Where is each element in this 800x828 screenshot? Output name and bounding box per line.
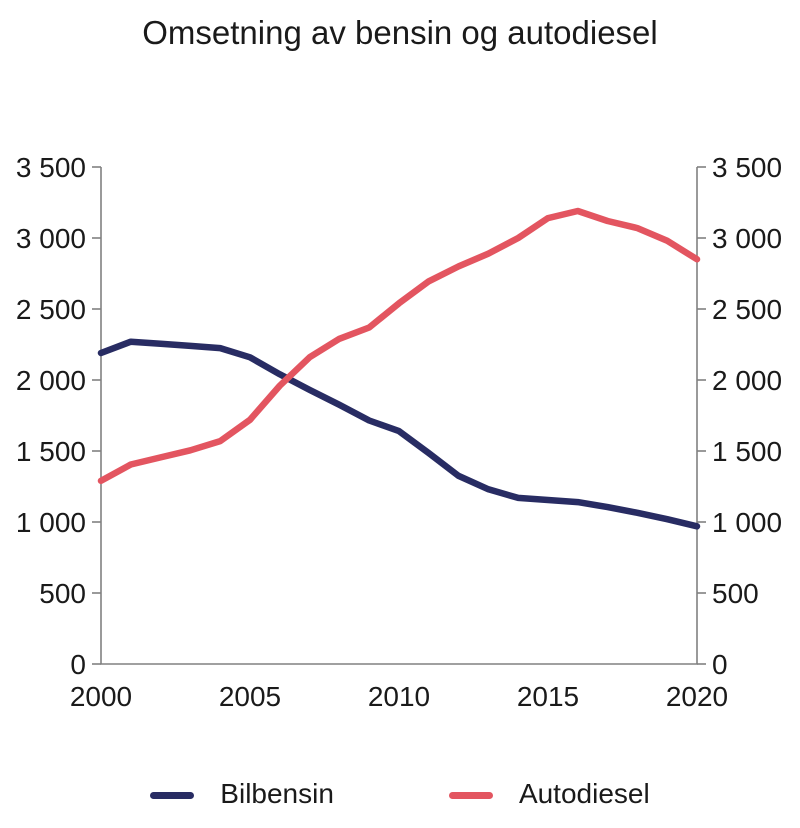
series-line-autodiesel	[97, 207, 701, 485]
y-tick-label-right: 2 000	[712, 365, 782, 396]
legend-label-autodiesel: Autodiesel	[518, 778, 650, 809]
x-tick-label: 2020	[666, 681, 728, 712]
y-tick-label-right: 0	[712, 649, 728, 680]
y-tick-label-left: 3 500	[16, 152, 86, 183]
legend-item-autodiesel: Autodiesel	[448, 778, 650, 810]
legend-label-bilbensin: Bilbensin	[220, 778, 334, 809]
y-tick-label-right: 3 000	[712, 223, 782, 254]
legend: Bilbensin Autodiesel	[0, 780, 800, 810]
y-tick-label-left: 500	[39, 578, 86, 609]
y-tick-label-left: 2 000	[16, 365, 86, 396]
y-tick-label-right: 1 500	[712, 436, 782, 467]
x-tick-label: 2015	[517, 681, 579, 712]
y-tick-label-left: 0	[70, 649, 86, 680]
y-tick-label-right: 1 000	[712, 507, 782, 538]
x-tick-label: 2010	[368, 681, 430, 712]
legend-item-bilbensin: Bilbensin	[150, 780, 334, 810]
series-line-bilbensin	[97, 338, 701, 530]
line-chart: 0 0 500 500 1 000 1 000 1 500 1 500 2 000 2 000 2 …	[16, 152, 782, 712]
y-tick-label-left: 1 000	[16, 507, 86, 538]
x-tick-label: 2000	[70, 681, 132, 712]
bilbensin-line-swatch	[150, 791, 195, 799]
y-tick-label-left: 2 500	[16, 294, 86, 325]
y-tick-label-left: 1 500	[16, 436, 86, 467]
autodiesel-line-swatch	[448, 791, 493, 799]
y-tick-label-left: 3 000	[16, 223, 86, 254]
y-tick-label-right: 3 500	[712, 152, 782, 183]
x-tick-label: 2005	[219, 681, 281, 712]
chart-title: Omsetning av bensin og autodiesel	[142, 14, 658, 51]
y-tick-label-right: 500	[712, 578, 759, 609]
y-tick-label-right: 2 500	[712, 294, 782, 325]
